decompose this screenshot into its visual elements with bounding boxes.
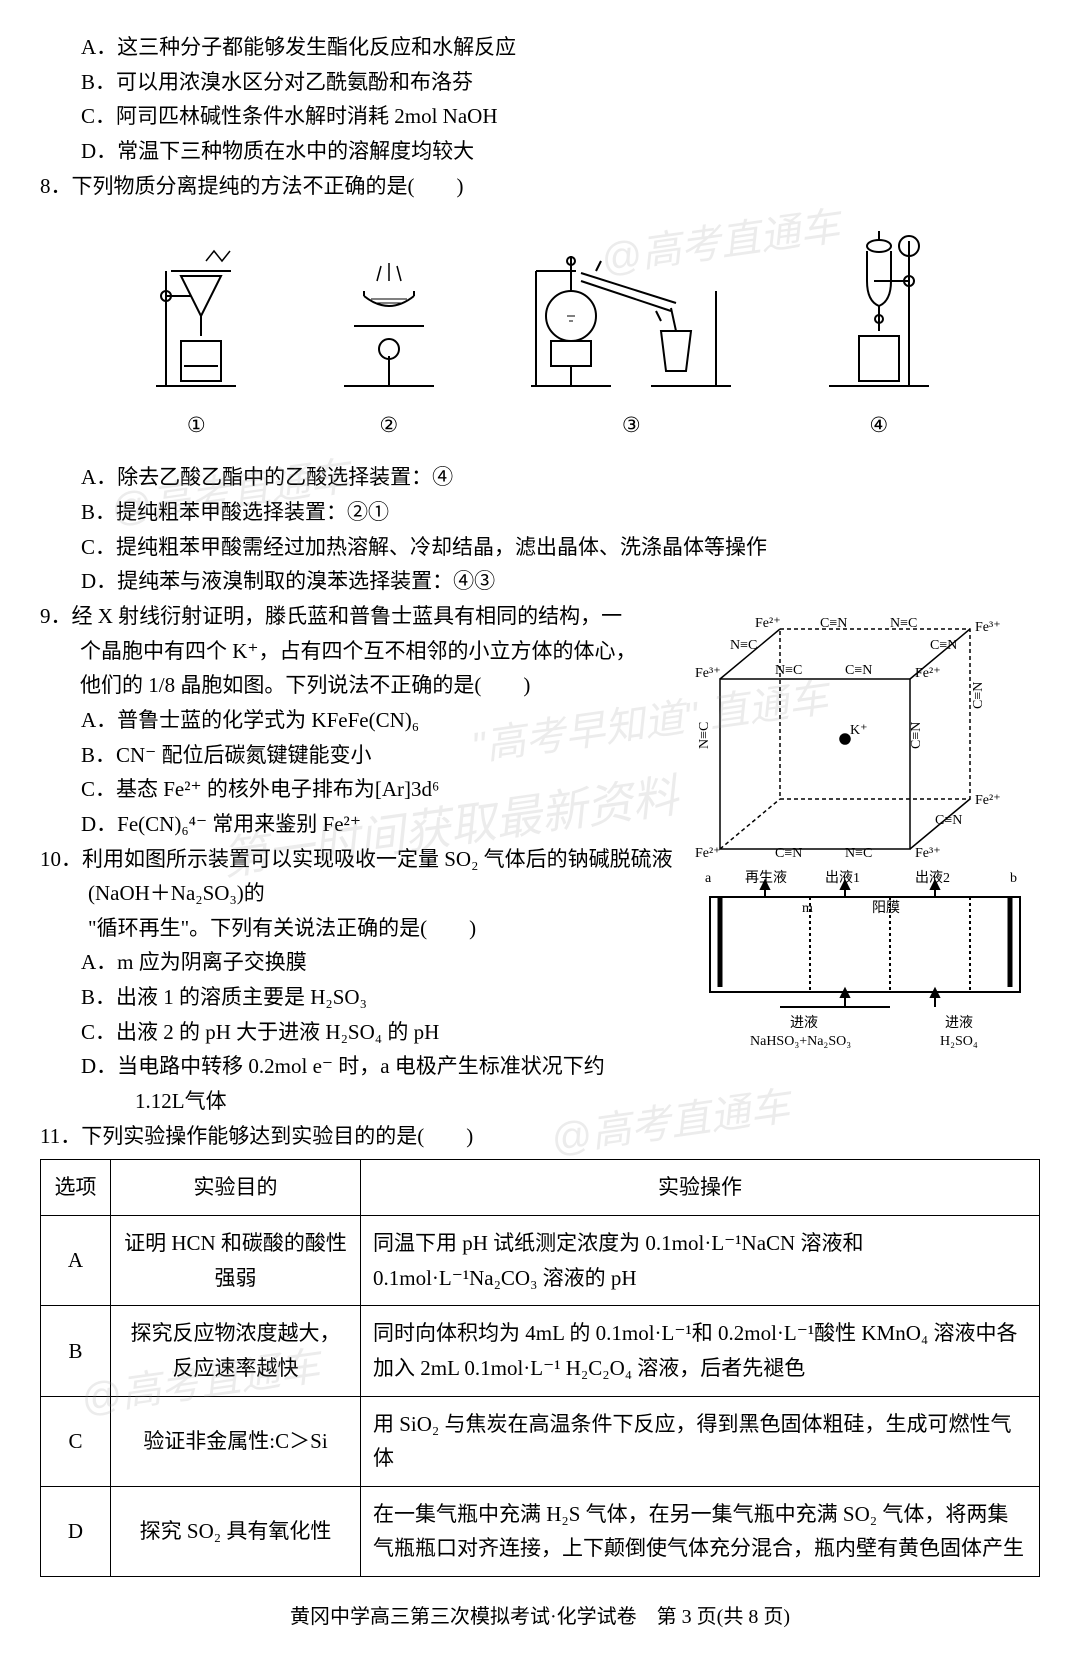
q9-stem-l2: 个晶胞中有四个 K⁺，占有四个互不相邻的小立方体的体心，	[40, 634, 690, 669]
svg-text:m: m	[802, 901, 813, 916]
q7-option-a: A．这三种分子都能够发生酯化反应和水解反应	[40, 30, 1040, 65]
q11-row-c: C 验证非金属性:C＞Si 用 SiO₂ 与焦炭在高温条件下反应，得到黑色固体粗…	[41, 1396, 1040, 1486]
q11-h2: 实验目的	[111, 1160, 361, 1216]
q11-a-op: 同温下用 pH 试纸测定浓度为 0.1mol·L⁻¹NaCN 溶液和 0.1mo…	[361, 1215, 1040, 1305]
q10-block: 10．利用如图所示装置可以实现吸收一定量 SO₂ 气体后的钠碱脱硫液(NaOH＋…	[40, 842, 1040, 1119]
svg-text:C≡N: C≡N	[930, 638, 957, 653]
svg-text:N≡C: N≡C	[697, 722, 712, 749]
q7-option-c: C．阿司匹林碱性条件水解时消耗 2mol NaOH	[40, 99, 1040, 134]
apparatus-4-label: ④	[814, 408, 944, 443]
q8-apparatus-row: ① ②	[40, 211, 1040, 452]
q11-a-purpose: 证明 HCN 和碳酸的酸性强弱	[111, 1215, 361, 1305]
apparatus-3-label: ③	[521, 408, 741, 443]
q9-block: 9．经 X 射线衍射证明，滕氏蓝和普鲁士蓝具有相同的结构，一 个晶胞中有四个 K…	[40, 599, 1040, 841]
svg-text:Fe²⁺: Fe²⁺	[915, 666, 941, 681]
svg-text:N≡C: N≡C	[775, 663, 802, 678]
apparatus-1-label: ①	[136, 408, 256, 443]
q8-option-a: A．除去乙酸乙酯中的乙酸选择装置：④	[40, 460, 1040, 495]
svg-text:N≡C: N≡C	[890, 616, 917, 631]
q10-option-c: C．出液 2 的 pH 大于进液 H₂SO₄ 的 pH	[40, 1015, 720, 1050]
svg-text:b: b	[1010, 871, 1017, 886]
q10-option-a: A．m 应为阴离子交换膜	[40, 945, 720, 980]
svg-text:Fe³⁺: Fe³⁺	[975, 620, 1001, 635]
q9-option-a: A．普鲁士蓝的化学式为 KFeFe(CN)₆	[40, 703, 690, 738]
crystal-cube-icon: K⁺ Fe³⁺ Fe²⁺ Fe²⁺ Fe³⁺ Fe²⁺ Fe³⁺ Fe²⁺ N≡…	[660, 599, 1040, 859]
svg-text:阳膜: 阳膜	[872, 900, 900, 916]
svg-text:C≡N: C≡N	[935, 813, 962, 828]
q11-b-purpose: 探究反应物浓度越大，反应速率越快	[111, 1306, 361, 1396]
q11-a-opt: A	[41, 1215, 111, 1305]
svg-text:Fe³⁺: Fe³⁺	[695, 666, 721, 681]
svg-text:NaHSO₃+Na₂SO₃: NaHSO₃+Na₂SO₃	[750, 1034, 851, 1049]
q8-stem: 8．下列物质分离提纯的方法不正确的是( )	[40, 169, 1040, 204]
distillation-icon	[521, 231, 741, 391]
apparatus-3: ③	[521, 231, 741, 442]
svg-text:出液2: 出液2	[915, 870, 950, 886]
electrolysis-cell-icon: a 再生液 出液1 出液2 b m 阳膜 进液 NaHSO₃+Na	[690, 867, 1040, 1057]
q11-stem: 11．下列实验操作能够达到实验目的的是( )	[40, 1119, 1040, 1154]
q8-option-c: C．提纯粗苯甲酸需经过加热溶解、冷却结晶，滤出晶体、洗涤晶体等操作	[40, 530, 1040, 565]
q10-diagram: a 再生液 出液1 出液2 b m 阳膜 进液 NaHSO₃+Na	[690, 867, 1040, 1068]
svg-text:Fe²⁺: Fe²⁺	[975, 793, 1001, 808]
q9-option-c: C．基态 Fe²⁺ 的核外电子排布为[Ar]3d⁶	[40, 772, 690, 807]
q11-h3: 实验操作	[361, 1160, 1040, 1216]
q11-c-op: 用 SiO₂ 与焦炭在高温条件下反应，得到黑色固体粗硅，生成可燃性气体	[361, 1396, 1040, 1486]
svg-text:C≡N: C≡N	[909, 722, 924, 749]
q9-option-b: B．CN⁻ 配位后碳氮键键能变小	[40, 738, 690, 773]
svg-text:C≡N: C≡N	[820, 616, 847, 631]
q10-stem-l2: "循环再生"。下列有关说法正确的是( )	[40, 911, 720, 946]
q11-row-b: B 探究反应物浓度越大，反应速率越快 同时向体积均为 4mL 的 0.1mol·…	[41, 1306, 1040, 1396]
q7-option-d: D．常温下三种物质在水中的溶解度均较大	[40, 134, 1040, 169]
q11-h1: 选项	[41, 1160, 111, 1216]
svg-text:进液: 进液	[790, 1015, 818, 1031]
q8-option-b: B．提纯粗苯甲酸选择装置：②①	[40, 495, 1040, 530]
apparatus-2: ②	[329, 241, 449, 442]
q11-b-opt: B	[41, 1306, 111, 1396]
q11-table: 选项 实验目的 实验操作 A 证明 HCN 和碳酸的酸性强弱 同温下用 pH 试…	[40, 1159, 1040, 1577]
apparatus-2-label: ②	[329, 408, 449, 443]
q11-d-opt: D	[41, 1486, 111, 1576]
svg-text:a: a	[705, 871, 712, 886]
q9-diagram: K⁺ Fe³⁺ Fe²⁺ Fe²⁺ Fe³⁺ Fe²⁺ Fe³⁺ Fe²⁺ N≡…	[660, 599, 1040, 870]
evaporation-icon	[329, 241, 449, 391]
svg-text:出液1: 出液1	[825, 870, 860, 886]
q11-row-d: D 探究 SO₂ 具有氧化性 在一集气瓶中充满 H₂S 气体，在另一集气瓶中充满…	[41, 1486, 1040, 1576]
q11-b-op: 同时向体积均为 4mL 的 0.1mol·L⁻¹和 0.2mol·L⁻¹酸性 K…	[361, 1306, 1040, 1396]
q9-stem-l1: 9．经 X 射线衍射证明，滕氏蓝和普鲁士蓝具有相同的结构，一	[40, 599, 690, 634]
q11-row-a: A 证明 HCN 和碳酸的酸性强弱 同温下用 pH 试纸测定浓度为 0.1mol…	[41, 1215, 1040, 1305]
q10-stem-l1: 10．利用如图所示装置可以实现吸收一定量 SO₂ 气体后的钠碱脱硫液(NaOH＋…	[40, 842, 720, 911]
q11-c-purpose: 验证非金属性:C＞Si	[111, 1396, 361, 1486]
apparatus-4: ④	[814, 221, 944, 442]
q10-option-b: B．出液 1 的溶质主要是 H₂SO₃	[40, 980, 720, 1015]
q8-option-d: D．提纯苯与液溴制取的溴苯选择装置：④③	[40, 564, 1040, 599]
q11-d-purpose: 探究 SO₂ 具有氧化性	[111, 1486, 361, 1576]
q9-option-d: D．Fe(CN)₆⁴⁻ 常用来鉴别 Fe²⁺	[40, 807, 690, 842]
svg-text:C≡N: C≡N	[845, 663, 872, 678]
q9-stem-l3: 他们的 1/8 晶胞如图。下列说法不正确的是( )	[40, 668, 690, 703]
svg-text:K⁺: K⁺	[850, 723, 868, 738]
q7-option-b: B．可以用浓溴水区分对乙酰氨酚和布洛芬	[40, 65, 1040, 100]
svg-text:C≡N: C≡N	[971, 682, 986, 709]
q11-header-row: 选项 实验目的 实验操作	[41, 1160, 1040, 1216]
svg-text:N≡C: N≡C	[730, 638, 757, 653]
q10-option-d2: 1.12L气体	[40, 1084, 720, 1119]
filtration-icon	[136, 241, 256, 391]
q11-c-opt: C	[41, 1396, 111, 1486]
q11-d-op: 在一集气瓶中充满 H₂S 气体，在另一集气瓶中充满 SO₂ 气体，将两集气瓶瓶口…	[361, 1486, 1040, 1576]
apparatus-1: ①	[136, 241, 256, 442]
page-footer: 黄冈中学高三第三次模拟考试·化学试卷 第 3 页(共 8 页)	[40, 1601, 1040, 1634]
separating-funnel-icon	[814, 221, 944, 391]
svg-text:进液: 进液	[945, 1015, 973, 1031]
svg-text:H₂SO₄: H₂SO₄	[940, 1034, 978, 1049]
q10-option-d: D．当电路中转移 0.2mol e⁻ 时，a 电极产生标准状况下约	[40, 1049, 720, 1084]
svg-text:Fe²⁺: Fe²⁺	[755, 616, 781, 631]
